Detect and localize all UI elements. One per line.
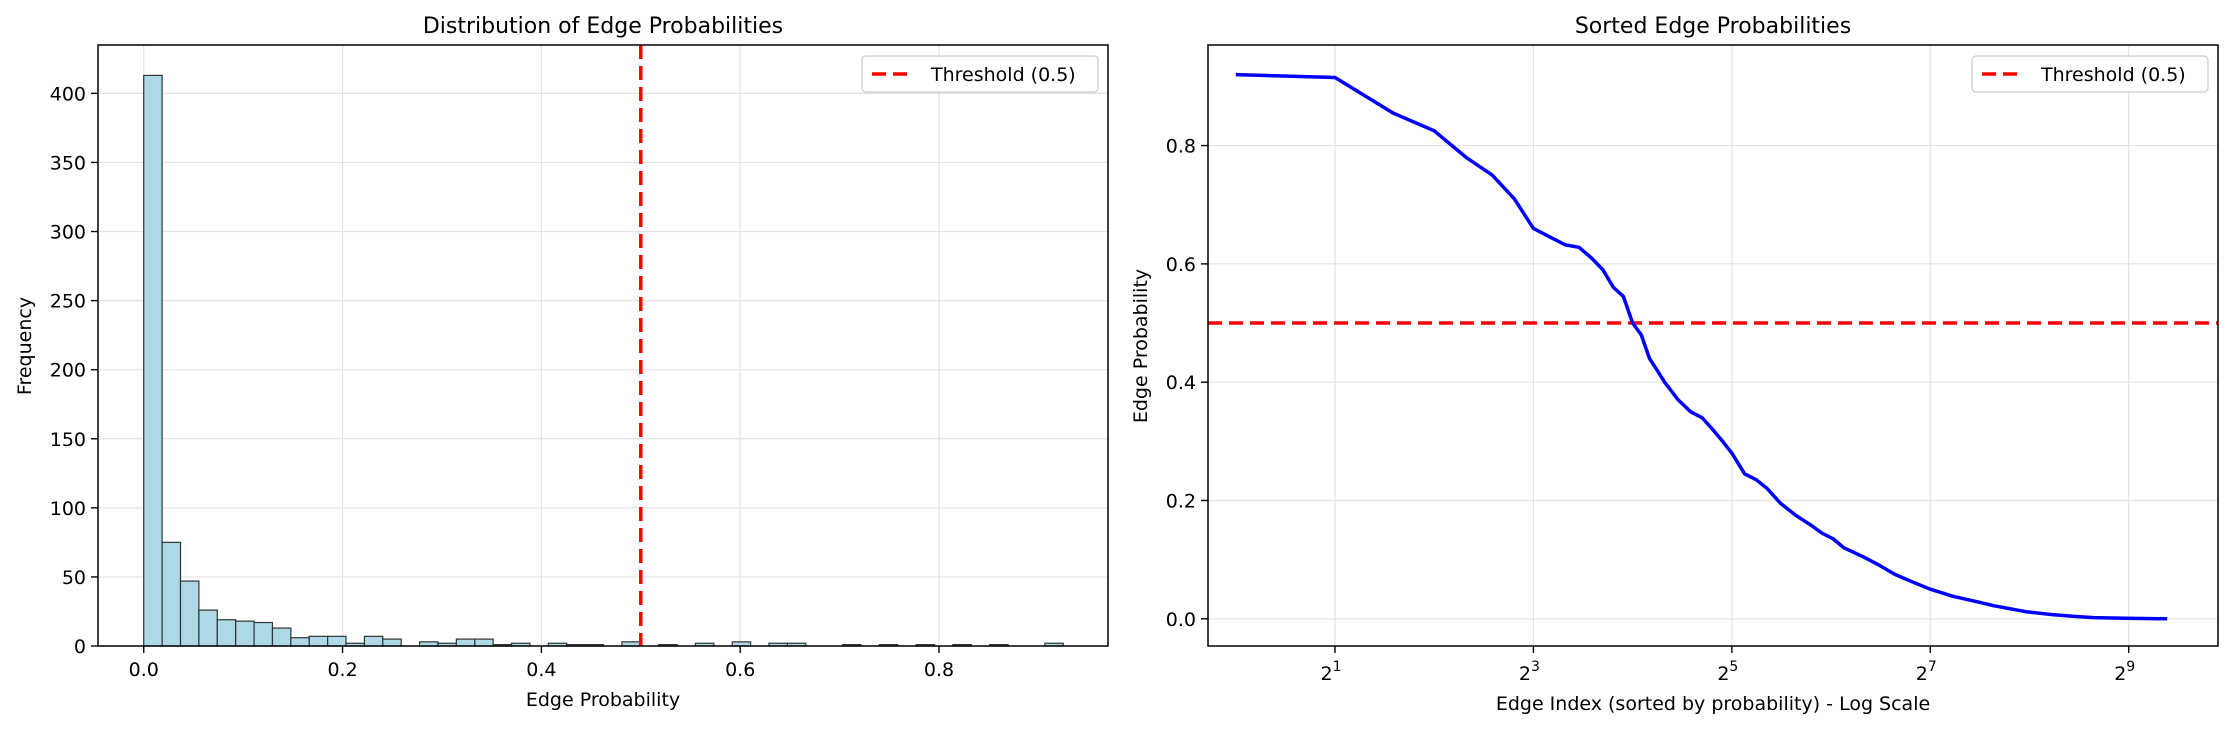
histogram-x-tick-label: 0.2	[327, 659, 357, 681]
histogram-bar	[161, 541, 182, 647]
sorted-x-tick-exponent: 5	[1729, 659, 1738, 675]
histogram-y-tick-label: 100	[50, 498, 86, 520]
histogram-x-tick-label: 0.4	[526, 659, 556, 681]
histogram-bar	[235, 620, 255, 647]
sorted-plot-frame	[1207, 44, 2219, 647]
histogram-grid	[98, 45, 1108, 647]
sorted-panel: Sorted Edge Probabilities 21 23 25 27 29 0.0…	[1130, 14, 2219, 715]
sorted-x-tick-exponent: 7	[1928, 659, 1937, 675]
histogram-y-tick-label: 400	[50, 83, 86, 105]
histogram-plot-frame	[97, 44, 1109, 647]
sorted-y-tick-label: 0.0	[1166, 609, 1196, 631]
histogram-bar	[382, 638, 402, 647]
sorted-x-ticks: 21 23 25 27 29	[1320, 646, 2135, 685]
histogram-panel: Distribution of Edge Probabilities 0.0 0.…	[14, 14, 1109, 711]
histogram-x-tick-label: 0.8	[924, 659, 954, 681]
histogram-bar	[327, 635, 347, 647]
histogram-y-tick-label: 200	[50, 360, 86, 382]
histogram-y-tick-label: 250	[50, 291, 86, 313]
sorted-y-ticks: 0.0 0.2 0.4 0.6 0.8	[1166, 136, 1208, 631]
histogram-bar	[474, 638, 494, 647]
sorted-legend-label: Threshold (0.5)	[2040, 64, 2186, 86]
histogram-bar	[363, 635, 384, 647]
histogram-y-tick-label: 50	[62, 567, 86, 589]
sorted-legend: Threshold (0.5)	[1971, 55, 2209, 93]
histogram-legend-label: Threshold (0.5)	[930, 64, 1076, 86]
histogram-x-label: Edge Probability	[526, 689, 680, 711]
histogram-y-tick-label: 300	[50, 222, 86, 244]
sorted-x-tick-exponent: 9	[2126, 659, 2135, 675]
sorted-x-tick-exponent: 3	[1531, 659, 1540, 675]
sorted-y-tick-label: 0.6	[1166, 254, 1196, 276]
sorted-probability-line	[1235, 72, 2168, 621]
sorted-y-label: Edge Probability	[1130, 269, 1152, 423]
histogram-bar	[179, 580, 200, 647]
sorted-x-label: Edge Index (sorted by probability) - Log…	[1496, 693, 1930, 715]
histogram-bar	[455, 638, 476, 647]
histogram-x-ticks: 0.0 0.2 0.4 0.6 0.8	[129, 646, 954, 681]
sorted-legend-box	[1971, 55, 2209, 93]
histogram-bar	[271, 627, 292, 647]
sorted-y-tick-label: 0.8	[1166, 136, 1196, 158]
histogram-bar	[143, 74, 163, 647]
histogram-legend-box	[861, 55, 1099, 93]
sorted-y-tick-label: 0.4	[1166, 372, 1196, 394]
histogram-bar	[290, 637, 310, 647]
sorted-grid	[1208, 45, 2218, 646]
histogram-x-tick-label: 0.0	[129, 659, 159, 681]
histogram-x-tick-label: 0.6	[725, 659, 755, 681]
histogram-bar	[216, 619, 237, 647]
histogram-y-ticks: 0 50 100 150 200 250 300 350 400	[50, 83, 98, 658]
histogram-y-tick-label: 0	[74, 636, 86, 658]
histogram-y-tick-label: 350	[50, 152, 86, 174]
histogram-y-label: Frequency	[14, 297, 36, 395]
histogram-y-tick-label: 150	[50, 429, 86, 451]
histogram-title: Distribution of Edge Probabilities	[423, 14, 783, 39]
histogram-legend: Threshold (0.5)	[861, 55, 1099, 93]
sorted-x-tick-exponent: 1	[1333, 659, 1342, 675]
sorted-title: Sorted Edge Probabilities	[1575, 14, 1851, 39]
sorted-y-tick-label: 0.2	[1166, 490, 1196, 512]
histogram-bar	[253, 621, 274, 647]
histogram-bar	[198, 609, 218, 647]
histogram-bar	[308, 635, 329, 647]
